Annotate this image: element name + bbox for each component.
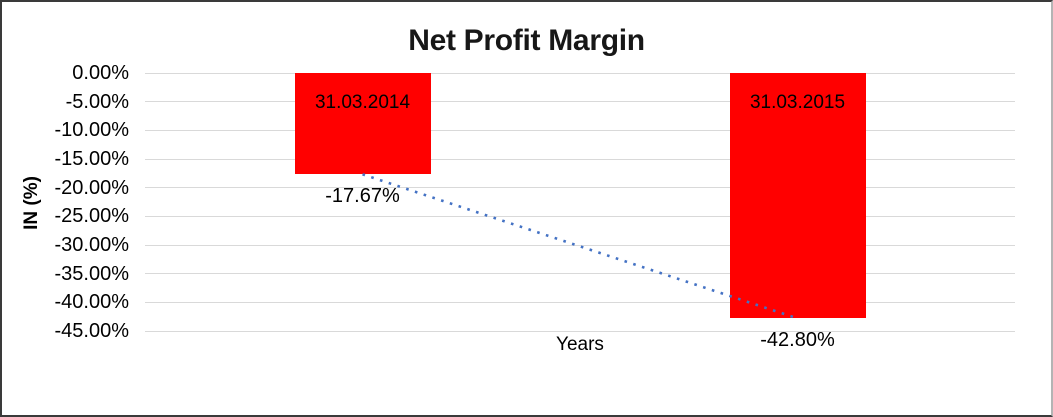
bar: 31.03.2015 [729,73,866,319]
bar-category-label: 31.03.2014 [314,92,411,113]
gridline [145,273,1015,275]
y-tick-label: -20.00% [54,176,130,199]
y-tick-label: -45.00% [54,320,130,342]
gridline [145,158,1015,160]
y-tick-label: -40.00% [54,291,130,314]
y-tick-label: -35.00% [54,262,130,285]
gridline [145,129,1015,131]
bar-category-label: 31.03.2015 [749,92,846,113]
bar-value-label: -42.80% [760,329,835,352]
y-tick-label: -15.00% [54,148,130,170]
gridline [145,187,1015,189]
gridline [145,101,1015,103]
bar: 31.03.2014 [294,73,431,175]
gridline [145,72,1015,74]
gridline [145,215,1015,217]
y-tick-label: -25.00% [54,205,130,228]
y-tick-label: -10.00% [54,119,130,142]
y-tick-label: -5.00% [65,90,129,113]
y-tick-label: -30.00% [54,234,130,256]
gridline [145,301,1015,303]
y-tick-label: 0.00% [72,62,129,84]
gridline [145,244,1015,246]
gridline [145,330,1015,332]
x-axis-title: Years [556,334,604,355]
bar-value-label: -17.67% [325,185,400,208]
chart-title: Net Profit Margin [408,24,645,57]
